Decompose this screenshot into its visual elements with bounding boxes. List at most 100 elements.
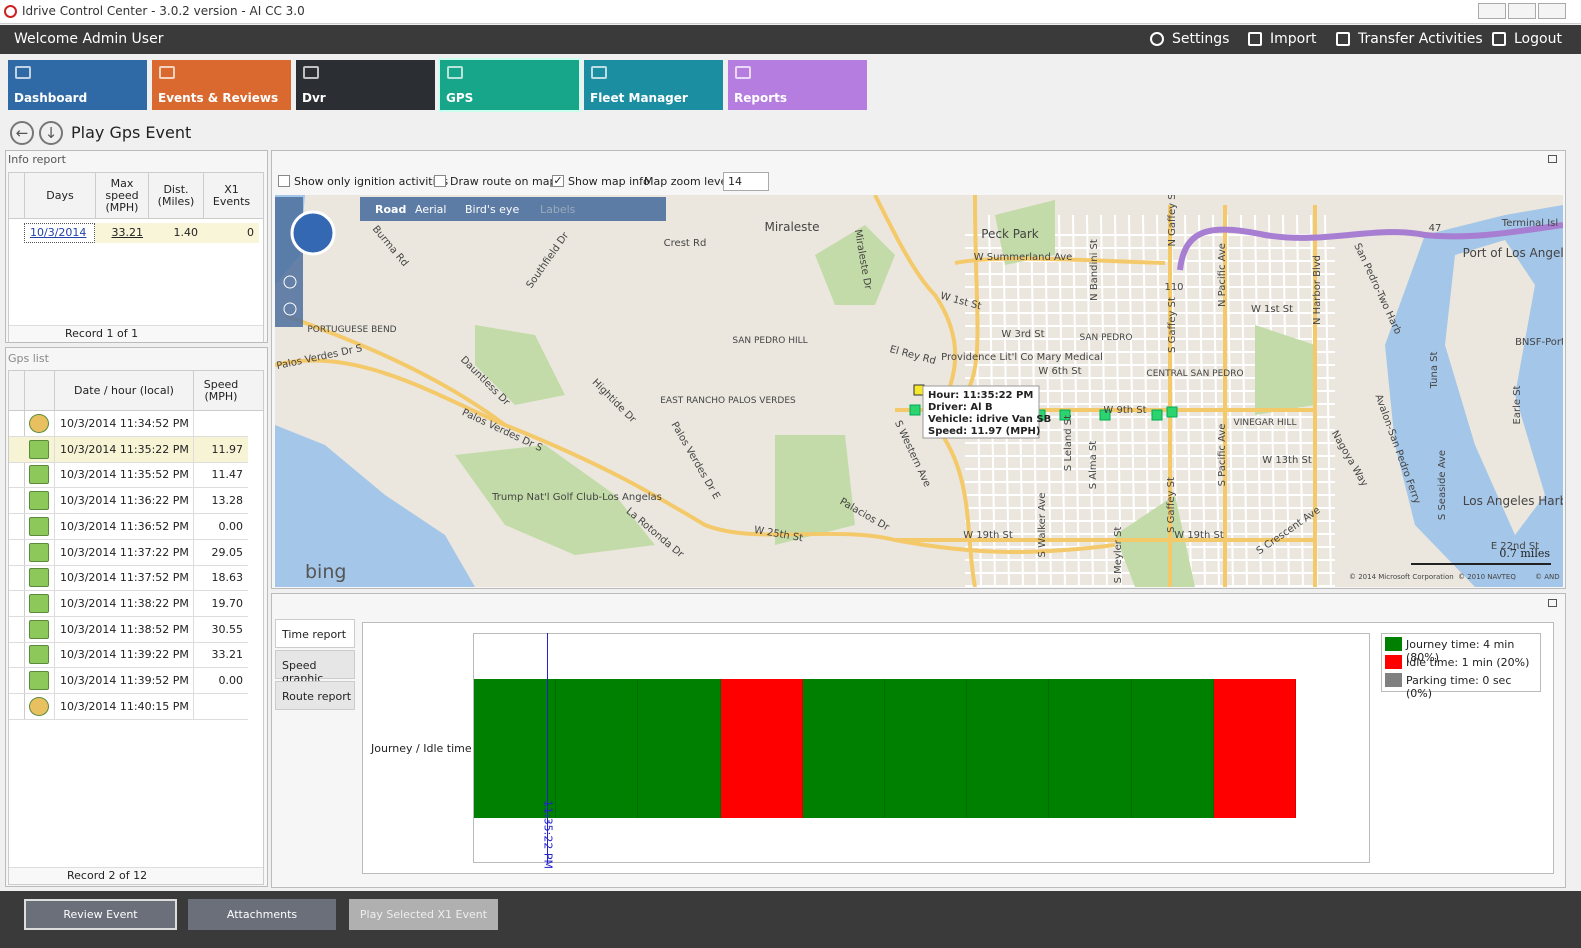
map-view-option[interactable]: Labels — [540, 203, 576, 216]
report-tab[interactable]: Speed graphic — [275, 650, 355, 685]
tab-label: Fleet Manager — [590, 91, 688, 105]
y-axis-label: Journey / Idle time — [371, 742, 472, 755]
menu-icon[interactable] — [1492, 32, 1506, 46]
pier — [1445, 240, 1545, 535]
map-label: Earle St — [1512, 385, 1523, 424]
module-tab[interactable]: GPS — [438, 58, 581, 112]
map: Miraleste Peck Park W Summerland Ave Crest … — [275, 195, 1563, 587]
header-bar: Welcome Admin User Settings Import Transfe… — [0, 25, 1581, 54]
grid-row[interactable] — [9, 591, 248, 617]
map-label: N Pacific Ave — [1217, 243, 1228, 307]
grid-cell[interactable]: 10/3/2014 — [24, 223, 95, 243]
tab-label: Dvr — [302, 91, 326, 105]
report-tab[interactable]: Route report — [275, 681, 355, 710]
street — [1240, 214, 1248, 587]
park — [995, 200, 1055, 265]
time-segment — [1049, 679, 1132, 818]
map-label: 110 — [1164, 282, 1183, 293]
freeway — [1177, 222, 1563, 271]
map-label: S Walker Ave — [1037, 493, 1048, 558]
street — [1114, 214, 1122, 587]
menu-icon[interactable] — [1336, 32, 1350, 46]
tooltip-line: Vehicle: idrive Van SB — [928, 414, 1051, 425]
time-segment — [1213, 679, 1296, 818]
panel-maximize[interactable] — [1548, 155, 1557, 163]
road — [873, 195, 977, 587]
map-brand: bing — [305, 561, 346, 583]
footer-button[interactable]: Play Selected X1 Event — [349, 899, 498, 930]
grid-row[interactable] — [9, 565, 248, 592]
tooltip-line: Hour: 11:35:22 PM — [928, 390, 1033, 401]
module-tab[interactable]: Reports — [728, 60, 867, 110]
menu-item[interactable]: Import — [1270, 31, 1317, 47]
back-button[interactable]: ← — [10, 121, 34, 145]
map-label: EAST RANCHO PALOS VERDES — [660, 396, 796, 406]
welcome-text: Welcome Admin User — [14, 31, 164, 47]
grid-row[interactable] — [9, 694, 248, 720]
grid-row[interactable] — [9, 617, 248, 643]
checkbox[interactable] — [434, 175, 446, 187]
tab-icon — [15, 66, 31, 79]
module-tab[interactable]: Fleet Manager — [584, 60, 723, 110]
grid-header — [9, 173, 263, 219]
column-header: Date / hour (local) — [54, 371, 193, 411]
title-bar: Idrive Control Center - 3.0.2 version - … — [0, 0, 1581, 24]
grid-row[interactable] — [9, 540, 248, 566]
checkbox[interactable]: ✓ — [552, 174, 564, 187]
map-label: Trump Nat'l Golf Club-Los Angelas — [491, 492, 662, 503]
minimize-button[interactable] — [1478, 3, 1506, 19]
menu-item[interactable]: Transfer Activities — [1358, 31, 1483, 47]
grid-cell — [193, 411, 248, 437]
map-label: S Alma St — [1088, 441, 1099, 490]
close-button[interactable] — [1538, 3, 1566, 19]
grid-row[interactable] — [9, 668, 248, 694]
time-segment — [885, 679, 968, 818]
time-segment — [1131, 679, 1214, 818]
report-tab[interactable]: Time report — [275, 619, 355, 648]
route-point — [1059, 409, 1071, 421]
park — [455, 445, 655, 555]
checkbox-label: Show only ignition activities — [294, 175, 449, 188]
event-icon — [29, 619, 49, 639]
checkbox-label: Show map info — [568, 175, 650, 188]
map-view-option[interactable]: Aerial — [415, 203, 446, 216]
footer-button[interactable]: Review Event — [24, 899, 177, 930]
zoom-in — [283, 275, 297, 289]
map-view-option[interactable]: Road — [375, 203, 406, 216]
map-label: Crest Rd — [664, 238, 707, 249]
forward-button[interactable]: ↓ — [39, 121, 63, 145]
module-tab[interactable]: Dvr — [296, 60, 435, 110]
grid-row[interactable] — [9, 514, 248, 540]
legend-swatch — [1385, 673, 1402, 687]
grid-row[interactable] — [9, 411, 248, 437]
maximize-button[interactable] — [1508, 3, 1536, 19]
grid-cell: 0.00 — [193, 668, 248, 694]
grid-row[interactable] — [9, 642, 248, 669]
tab-icon — [303, 66, 319, 79]
module-tab[interactable]: Events & Reviews — [152, 60, 291, 110]
grid-cell: 10/3/2014 11:38:52 PM — [54, 616, 193, 643]
checkbox[interactable] — [278, 175, 290, 187]
map-view-option[interactable]: Bird's eye — [465, 203, 519, 216]
module-tab[interactable]: Dashboard — [8, 60, 147, 110]
grid-cell: 10/3/2014 11:34:52 PM — [54, 411, 193, 437]
legend-label: Parking time: 0 sec (0%) — [1406, 674, 1512, 700]
menu-icon[interactable] — [1150, 32, 1164, 46]
map-copyright: © 2014 Microsoft Corporation — [1349, 573, 1454, 581]
grid-row[interactable] — [9, 462, 248, 489]
column-divider — [24, 371, 25, 719]
menu-item[interactable]: Logout — [1514, 31, 1562, 47]
footer-button[interactable]: Attachments — [188, 899, 336, 930]
map-label: S Pacific Ave — [1217, 424, 1228, 487]
park — [775, 435, 855, 545]
road — [275, 358, 1116, 554]
tooltip-line: Speed: 11.97 (MPH) — [928, 426, 1040, 437]
grid-row[interactable] — [9, 488, 248, 515]
zoom-select[interactable]: 14 — [723, 172, 769, 191]
grid-cell: 0.00 — [193, 513, 248, 540]
menu-item[interactable]: Settings — [1172, 31, 1230, 47]
map-label: W 19th St — [1174, 530, 1224, 541]
panel-maximize[interactable] — [1548, 599, 1557, 607]
menu-icon[interactable] — [1248, 32, 1262, 46]
map-label: W 9th St — [1103, 405, 1146, 416]
